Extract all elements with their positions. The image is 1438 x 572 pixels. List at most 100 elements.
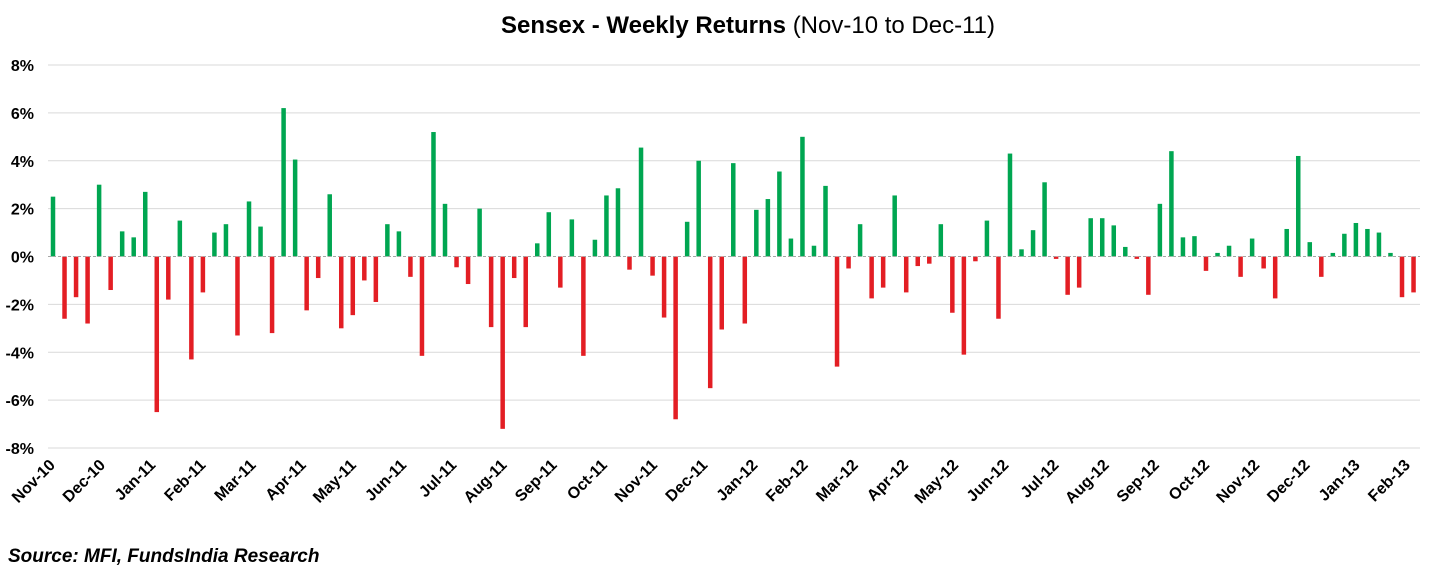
- y-tick-label: -2%: [6, 297, 34, 314]
- chart-subtitle: (Nov-10 to Dec-11): [792, 12, 995, 39]
- return-bar: [581, 256, 586, 356]
- return-bar: [569, 219, 575, 257]
- return-bar: [1226, 245, 1232, 257]
- return-bar: [1330, 252, 1336, 257]
- return-bar: [869, 256, 874, 299]
- x-tick-label: Jan-11: [112, 457, 159, 504]
- x-tick-label: Nov-12: [1214, 457, 1264, 507]
- y-tick-label: -6%: [6, 393, 34, 410]
- x-tick-label: Sep-11: [512, 457, 561, 506]
- x-tick-label: Jan-13: [1316, 457, 1364, 505]
- return-bar: [488, 256, 494, 328]
- y-tick-label: 0%: [11, 250, 34, 267]
- return-bar: [742, 256, 748, 324]
- x-tick-label: Jun-12: [964, 457, 1013, 506]
- return-bar: [811, 245, 817, 257]
- return-bar: [419, 256, 425, 356]
- return-bar: [938, 224, 944, 257]
- return-bar: [1099, 218, 1105, 257]
- return-bar: [961, 256, 967, 355]
- return-bar: [1238, 256, 1243, 277]
- return-bar: [915, 256, 920, 267]
- return-bar: [73, 256, 79, 298]
- return-bar: [246, 201, 252, 257]
- return-bar: [834, 256, 840, 367]
- return-bar: [1215, 252, 1220, 257]
- return-bar: [1353, 222, 1359, 257]
- return-bar: [903, 256, 909, 293]
- return-bar: [731, 163, 736, 257]
- return-bar: [339, 256, 344, 329]
- return-bar: [96, 184, 102, 257]
- x-tick-label: Jul-11: [416, 457, 460, 501]
- y-tick-label: -8%: [6, 441, 34, 458]
- return-bar: [442, 203, 448, 257]
- return-bar: [108, 256, 113, 291]
- return-bar: [892, 195, 897, 257]
- return-bar: [212, 232, 217, 257]
- y-tick-label: 2%: [11, 202, 34, 219]
- return-bar: [177, 220, 183, 257]
- return-bar: [511, 256, 517, 279]
- return-bar: [85, 256, 90, 324]
- return-bar: [327, 194, 332, 257]
- return-bar: [281, 108, 286, 257]
- y-tick-label: 8%: [11, 58, 34, 75]
- return-bar: [1065, 256, 1070, 295]
- return-bar: [1388, 252, 1393, 257]
- return-bar: [166, 256, 171, 300]
- return-bar: [1169, 151, 1174, 257]
- chart-title-main: Sensex - Weekly Returns: [501, 12, 787, 39]
- return-bar: [142, 191, 148, 257]
- return-bar: [1053, 256, 1059, 259]
- return-bar: [223, 224, 229, 257]
- return-bar: [777, 171, 782, 257]
- return-bar: [996, 256, 1001, 319]
- return-bar: [1134, 256, 1140, 259]
- x-tick-label: Jan-12: [714, 457, 762, 505]
- return-bar: [292, 159, 298, 257]
- x-tick-label: Jul-12: [1018, 457, 1063, 502]
- return-bar: [200, 256, 206, 293]
- return-bar: [1076, 256, 1082, 288]
- return-bar: [1295, 155, 1301, 257]
- x-tick-label: Nov-11: [612, 457, 661, 506]
- x-tick-label: Apr-11: [263, 457, 310, 504]
- return-bar: [1088, 218, 1093, 257]
- return-bar: [189, 256, 194, 360]
- return-bar: [638, 147, 644, 257]
- return-bar: [661, 256, 667, 318]
- return-bar: [304, 256, 309, 311]
- return-bar: [823, 185, 828, 257]
- return-bar: [1376, 232, 1382, 257]
- return-bar: [1249, 238, 1255, 257]
- return-bar: [857, 224, 863, 257]
- return-bar: [1272, 256, 1278, 299]
- return-bar: [788, 238, 794, 257]
- y-tick-label: -4%: [6, 345, 34, 362]
- x-tick-label: May-11: [310, 457, 360, 507]
- x-tick-label: Dec-12: [1264, 457, 1313, 506]
- return-bar: [1030, 230, 1036, 257]
- x-tick-label: Oct-11: [564, 457, 611, 504]
- return-bar: [984, 220, 990, 257]
- return-bar: [1342, 233, 1347, 257]
- return-bar: [604, 195, 609, 257]
- return-bar: [765, 199, 771, 257]
- return-bar: [950, 256, 955, 313]
- return-bar: [1007, 153, 1013, 257]
- return-bar: [1123, 246, 1128, 257]
- return-bar: [1319, 256, 1324, 277]
- return-bar: [1365, 228, 1370, 257]
- return-bar: [615, 188, 621, 257]
- x-tick-label: Feb-11: [162, 457, 210, 505]
- return-bar: [154, 256, 160, 413]
- return-bar: [719, 256, 724, 330]
- x-tick-label: Aug-11: [461, 457, 511, 507]
- return-bar: [696, 160, 701, 257]
- return-bar: [846, 256, 851, 269]
- x-tick-label: Mar-11: [212, 457, 260, 505]
- return-bar: [1111, 225, 1117, 257]
- x-tick-label: Sep-12: [1114, 457, 1163, 506]
